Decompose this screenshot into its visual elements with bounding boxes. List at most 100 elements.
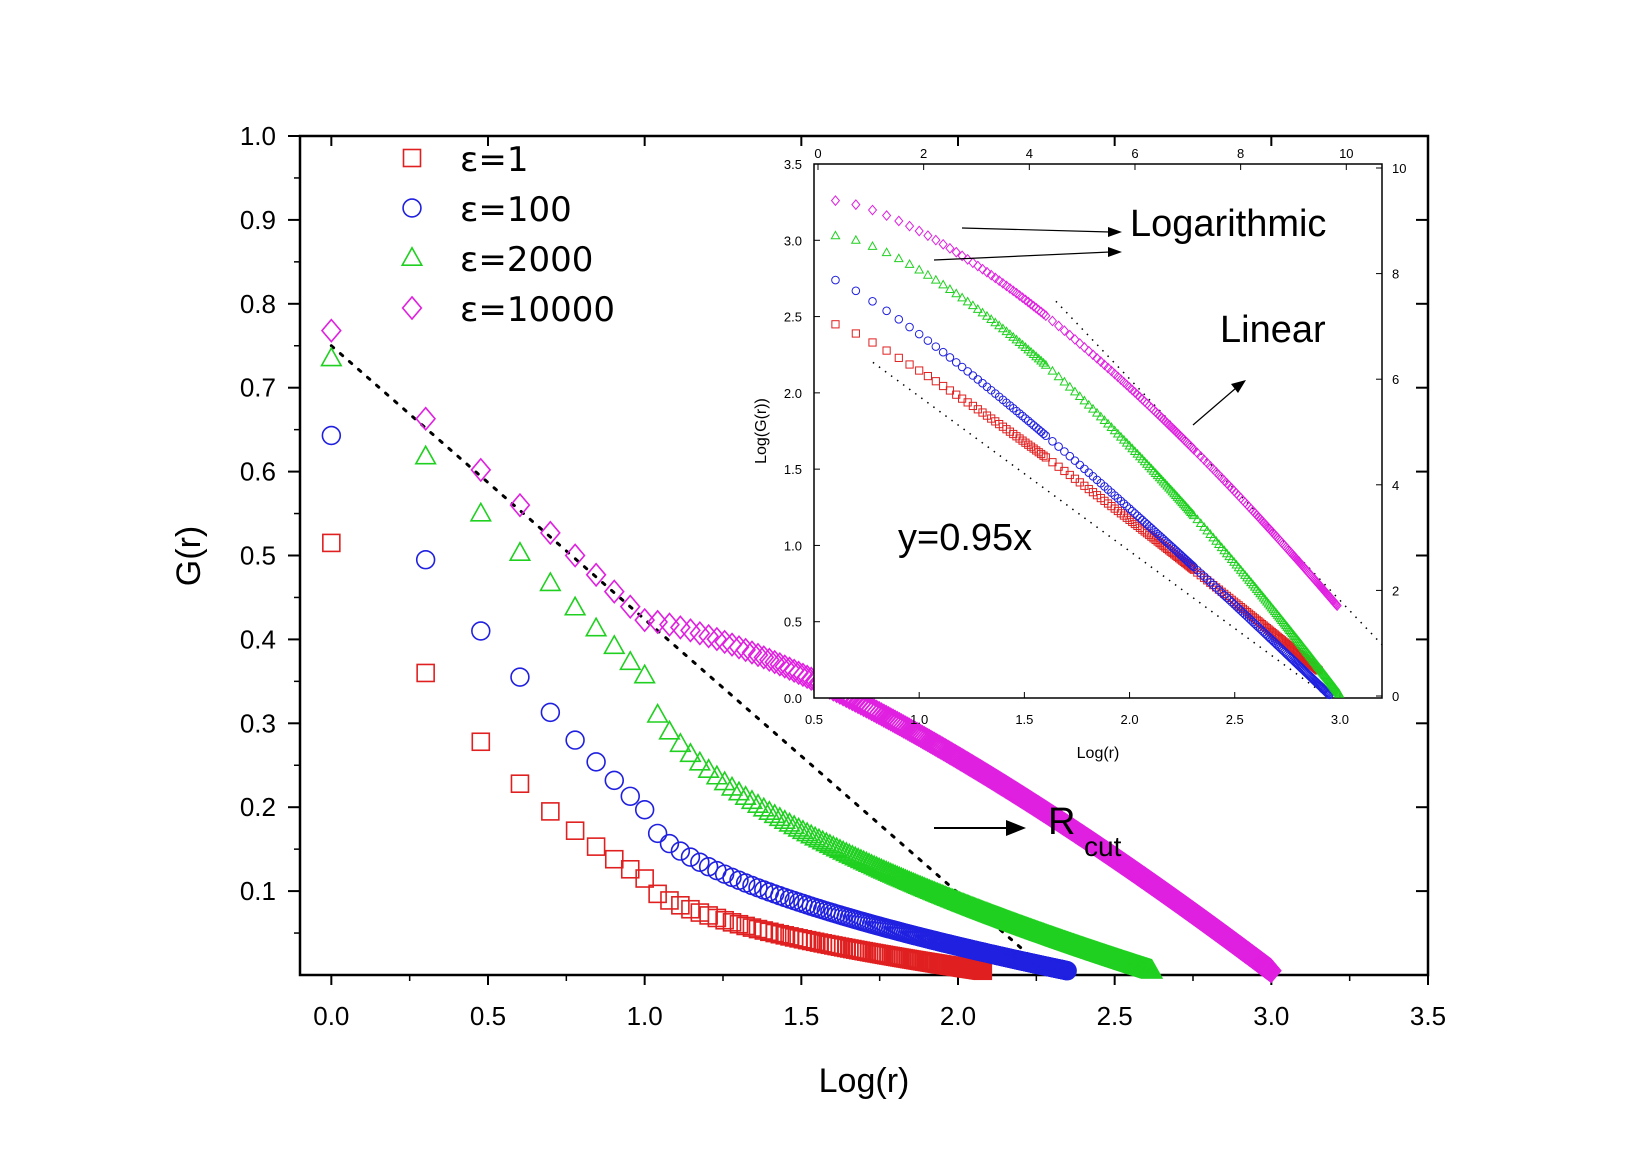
data-point	[585, 562, 607, 588]
inset-data-point	[1021, 414, 1030, 423]
data-point	[697, 758, 720, 779]
data-point	[509, 492, 531, 518]
data-point	[855, 694, 877, 719]
inset-data-point	[1158, 476, 1169, 486]
inset-data-point	[986, 314, 997, 324]
data-point	[729, 914, 749, 934]
inset-data-point	[1264, 632, 1273, 642]
inset-data-point	[1154, 472, 1165, 482]
inset-data-point	[881, 210, 892, 222]
linear-label: Linear	[1220, 309, 1326, 351]
inset-data-point	[1036, 306, 1046, 318]
inset-data-point	[1205, 529, 1216, 538]
inset-data-point	[1039, 429, 1048, 438]
data-point	[758, 800, 781, 820]
data-point	[647, 609, 669, 635]
inset-data-point	[1023, 416, 1033, 426]
inset-data-point	[915, 366, 924, 375]
x-tick-label: 1.5	[783, 1001, 819, 1031]
inset-data-point	[982, 266, 992, 278]
inset-data-point	[1192, 514, 1203, 524]
data-point	[564, 543, 586, 568]
inset-data-point	[994, 320, 1005, 330]
inset-data-point	[1202, 575, 1212, 584]
inset-data-point	[945, 353, 955, 362]
inset-data-point	[1113, 506, 1122, 516]
linear-arrowhead	[1231, 380, 1246, 393]
inset-data-point	[1172, 491, 1183, 501]
data-point	[539, 520, 561, 546]
legend-marker	[401, 295, 423, 321]
inset-data-point	[1265, 634, 1275, 643]
inset-data-point	[977, 307, 988, 317]
inset-data-point	[1059, 376, 1070, 386]
y-tick-label: 0.5	[240, 541, 276, 571]
main-series-group	[320, 318, 1282, 984]
data-point	[773, 809, 796, 829]
inset-data-point	[1267, 635, 1276, 645]
data-point	[670, 841, 691, 861]
data-point	[863, 698, 885, 723]
data-point	[752, 796, 775, 817]
inset-y-tick-label: 2.0	[784, 386, 802, 401]
inset-data-point	[1012, 432, 1021, 441]
inset-data-point	[1206, 577, 1215, 587]
inset-right-tick-label: 6	[1392, 372, 1399, 387]
y-tick-label: 0.8	[240, 289, 276, 319]
inset-data-point	[945, 386, 955, 395]
data-point	[770, 924, 790, 944]
inset-data-point	[830, 195, 841, 207]
y-tick-label: 0.3	[240, 708, 276, 738]
data-point	[768, 806, 791, 827]
inset-y-tick-label: 1.0	[784, 538, 802, 553]
inset-data-point	[868, 297, 877, 306]
inset-data-point	[1229, 600, 1239, 609]
inset-data-point	[1219, 590, 1229, 600]
data-point	[838, 842, 861, 863]
inset-top-tick-label: 8	[1237, 146, 1244, 161]
inset-data-point	[938, 347, 948, 357]
inset-data-point	[905, 322, 914, 332]
inset-data-point	[1174, 493, 1185, 503]
inset-x-axis-title: Log(r)	[1077, 745, 1120, 762]
inset-data-point	[1038, 308, 1049, 320]
inset-series-2	[830, 230, 1345, 698]
data-point	[973, 961, 993, 981]
data-point	[1057, 960, 1077, 981]
inset-x-tick-label: 1.0	[910, 712, 928, 727]
inset-data-point	[1202, 525, 1213, 535]
inset-x-tick-label: 2.5	[1226, 712, 1244, 727]
inset-data-point	[1031, 423, 1041, 432]
inset-data-point	[851, 199, 861, 211]
series-3	[320, 318, 1282, 984]
inset-data-point	[1322, 688, 1332, 697]
data-point	[320, 346, 343, 367]
data-point	[877, 860, 900, 881]
data-point	[508, 541, 532, 562]
data-point	[736, 916, 755, 936]
linear-arrow	[1192, 387, 1237, 426]
data-point	[787, 816, 810, 837]
inset-top-tick-label: 4	[1026, 146, 1033, 161]
inset-data-point	[957, 362, 967, 372]
inset-data-point	[945, 242, 955, 254]
inset-data-point	[1116, 496, 1126, 506]
inset-data-point	[1167, 486, 1178, 496]
rcut-label: R	[1048, 801, 1075, 843]
data-point	[688, 750, 711, 771]
inset-data-point	[1029, 300, 1039, 312]
x-tick-label: 1.0	[627, 1001, 663, 1031]
inset-right-tick-label: 4	[1392, 478, 1399, 493]
inset-data-point	[1040, 359, 1051, 369]
legend-label: ε=100	[460, 190, 572, 230]
inset-data-point	[982, 411, 992, 420]
inset-right-tick-label: 10	[1392, 161, 1406, 176]
inset-data-point	[1054, 462, 1063, 471]
data-point	[603, 634, 626, 655]
data-point	[619, 650, 642, 671]
inset-data-point	[1070, 456, 1080, 465]
data-point	[620, 786, 640, 807]
inset-data-point	[1015, 409, 1024, 418]
legend-marker	[402, 148, 422, 168]
